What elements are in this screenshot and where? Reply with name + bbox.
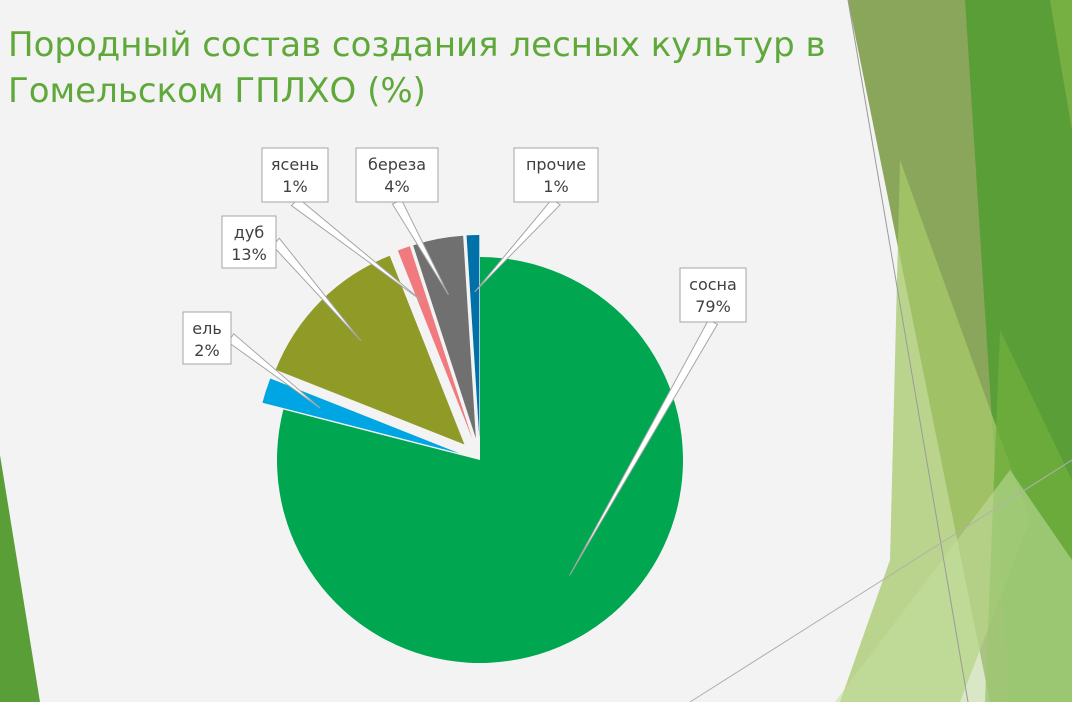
decor-right-band-6 <box>835 470 1072 702</box>
slide-title-line-2: Гомельском ГПЛХО (%) <box>8 71 426 111</box>
decor-line-2 <box>689 459 1072 702</box>
slide-title-line-1: Породный состав создания лесных культур … <box>8 25 826 65</box>
decor-line-1 <box>847 0 969 702</box>
slide-title: Породный состав создания лесных культур … <box>8 22 828 114</box>
decor-right-band-3 <box>1050 0 1072 130</box>
decor-left-triangle <box>0 455 40 702</box>
